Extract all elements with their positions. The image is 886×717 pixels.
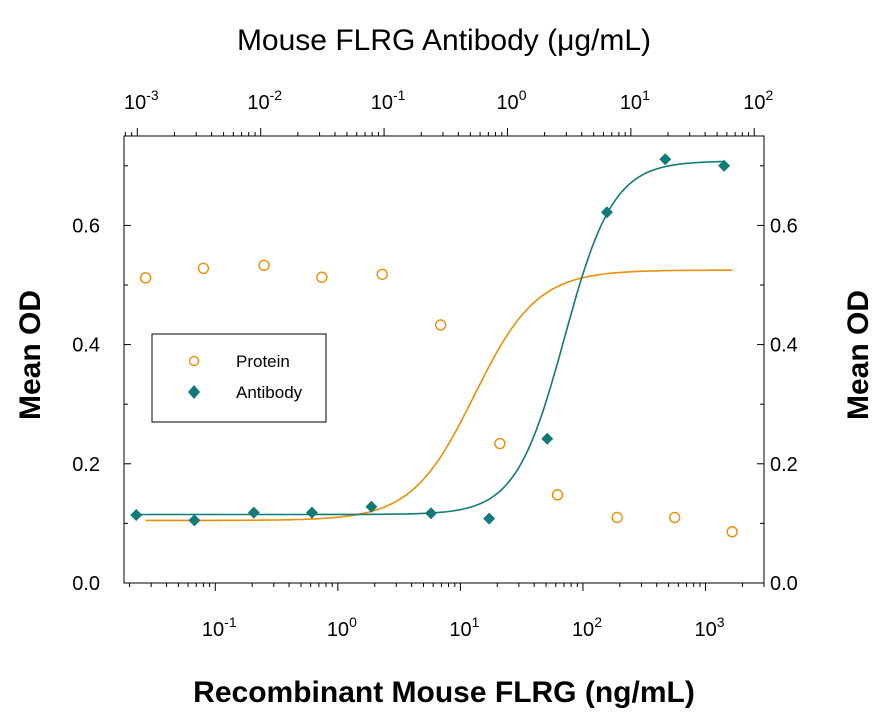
x-top-tick-label-exponent: 2 <box>765 87 773 103</box>
data-point-antibody <box>483 512 496 525</box>
x-top-tick-label: 101 <box>620 87 650 114</box>
y-tick-label-left: 0.0 <box>72 573 100 595</box>
data-point-protein <box>376 268 388 280</box>
x-top-tick-label-base: 10 <box>743 92 765 114</box>
x-bottom-tick-label-base: 10 <box>327 619 349 641</box>
x-top-tick-label-base: 10 <box>247 92 269 114</box>
legend-box <box>151 333 327 423</box>
x-top-tick-label: 100 <box>496 87 526 114</box>
y-tick-label-right: 0.4 <box>770 335 798 357</box>
x-bottom-tick-label-exponent: 2 <box>594 614 602 630</box>
data-point-antibody <box>365 500 378 513</box>
legend: Protein Antibody <box>151 333 327 423</box>
data-point-antibody <box>541 432 554 445</box>
x-bottom-tick-label: 10-1 <box>202 614 237 641</box>
x-bottom-tick-label-base: 10 <box>572 619 594 641</box>
data-point-protein <box>551 489 564 501</box>
data-point-antibody <box>247 506 260 519</box>
x-top-tick-label-exponent: 1 <box>642 87 650 103</box>
data-point-protein <box>726 526 738 538</box>
x-top-tick-label: 10-1 <box>371 87 406 114</box>
legend-label-antibody: Antibody <box>236 383 303 402</box>
y-tick-label-left: 0.6 <box>72 215 100 237</box>
x-bottom-tick-label-base: 10 <box>449 619 471 641</box>
x-top-tick-label-base: 10 <box>620 92 642 114</box>
fit-curve-protein <box>145 269 733 522</box>
x-bottom-tick-label-exponent: 0 <box>349 614 357 630</box>
legend-marker-protein <box>188 355 200 367</box>
left-axis-title: Mean OD <box>14 290 47 420</box>
data-point-antibody <box>659 153 672 166</box>
y-tick-label-left: 0.2 <box>72 454 100 476</box>
y-tick-label-right: 0.6 <box>770 215 798 237</box>
x-top-tick-label-base: 10 <box>496 92 518 114</box>
data-point-antibody <box>305 506 318 519</box>
x-bottom-tick-label-exponent: 1 <box>472 614 480 630</box>
x-top-tick-label-exponent: 0 <box>519 87 527 103</box>
x-bottom-tick-label: 102 <box>572 614 602 641</box>
x-bottom-tick-label-exponent: -1 <box>224 614 237 630</box>
x-bottom-tick-label: 100 <box>327 614 357 641</box>
right-axis-title: Mean OD <box>842 290 875 420</box>
legend-marker-antibody <box>188 385 200 399</box>
data-point-protein <box>494 437 506 450</box>
y-tick-label-right: 0.2 <box>770 454 798 476</box>
y-tick-label-left: 0.4 <box>72 335 100 357</box>
x-bottom-tick-label: 103 <box>694 614 724 641</box>
data-point-protein <box>197 262 210 275</box>
x-top-tick-label-exponent: -1 <box>393 87 406 103</box>
data-point-protein <box>316 271 328 283</box>
data-point-antibody <box>130 509 143 522</box>
data-point-protein <box>258 259 270 272</box>
bottom-axis-title: Recombinant Mouse FLRG (ng/mL) <box>193 676 695 709</box>
x-top-tick-label-base: 10 <box>371 92 393 114</box>
x-top-tick-label: 10-2 <box>247 87 282 114</box>
data-point-protein <box>611 511 623 524</box>
x-top-tick-label-exponent: -2 <box>270 87 283 103</box>
data-point-antibody <box>424 507 437 520</box>
top-axis-title: Mouse FLRG Antibody (μg/mL) <box>237 24 651 57</box>
legend-label-protein: Protein <box>236 352 290 371</box>
plot-frame <box>123 135 765 584</box>
data-point-protein <box>668 511 681 524</box>
x-top-tick-label-base: 10 <box>124 92 146 114</box>
data-point-antibody <box>600 206 613 219</box>
x-top-tick-label: 10-3 <box>124 87 159 114</box>
x-bottom-tick-label-exponent: 3 <box>717 614 725 630</box>
chart-marks: 0.0 0.00.2 0.20.4 0.40.6 0.610-1 100 101 102 103… <box>72 87 798 641</box>
x-bottom-tick-label-base: 10 <box>694 619 716 641</box>
x-bottom-tick-label-base: 10 <box>202 619 224 641</box>
data-point-protein <box>434 319 447 331</box>
data-point-protein <box>139 272 152 284</box>
data-point-antibody <box>188 514 201 527</box>
x-top-tick-label: 102 <box>743 87 773 114</box>
x-bottom-tick-label: 101 <box>449 614 479 641</box>
x-top-tick-label-exponent: -3 <box>146 87 159 103</box>
y-tick-label-right: 0.0 <box>770 573 798 595</box>
data-point-antibody <box>718 159 731 172</box>
